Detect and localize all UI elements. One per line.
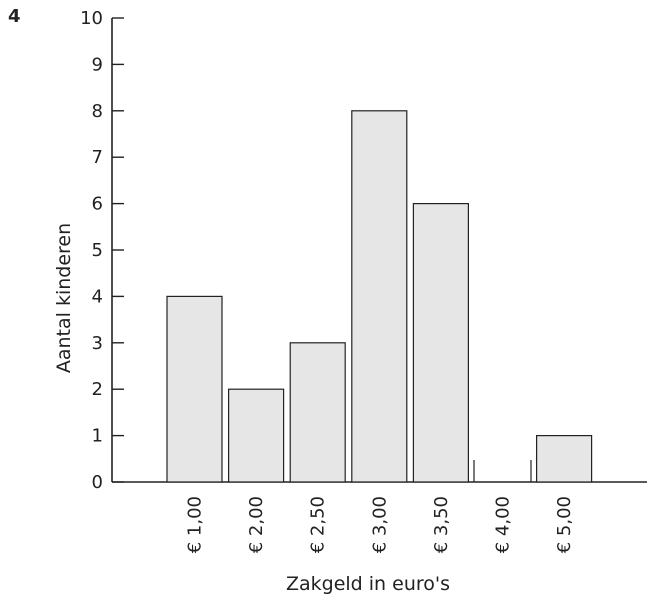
y-axis-title: Aantal kinderen [53,223,75,373]
x-tick-label: € 2,50 [308,496,329,553]
bars [166,110,593,483]
y-tick-label: 7 [92,147,103,168]
x-tick-labels: € 1,00 € 2,00 € 2,50 € 3,00 € 3,50 € 4,00 € 5,… [185,496,576,553]
y-tick-label: 0 [92,472,103,493]
x-axis-title: Zakgeld in euro's [286,573,450,595]
y-axis: 0 1 2 3 4 5 6 7 8 9 10 [80,8,124,493]
bar [166,295,223,483]
x-tick-label: € 2,00 [246,496,267,553]
bar [289,342,346,483]
bar [351,110,408,483]
figure-number: 4 [8,6,21,27]
x-tick-label: € 5,00 [554,496,575,553]
x-tick-label: € 4,00 [493,496,514,553]
x-tick-label: € 3,50 [431,496,452,553]
bar [412,203,469,483]
bar [228,388,285,483]
y-tick-label: 5 [92,240,103,261]
x-tick-label: € 1,00 [185,496,206,553]
y-tick-label: 2 [92,379,103,400]
y-tick-label: 8 [92,101,103,122]
y-tick-label: 6 [92,194,103,215]
y-tick-label: 10 [80,8,103,29]
y-tick-label: 4 [92,286,103,307]
y-tick-label: 3 [92,333,103,354]
bar [535,435,593,483]
x-tick-label: € 3,00 [369,496,390,553]
y-tick-label: 9 [92,54,103,75]
y-tick-label: 1 [92,426,103,447]
